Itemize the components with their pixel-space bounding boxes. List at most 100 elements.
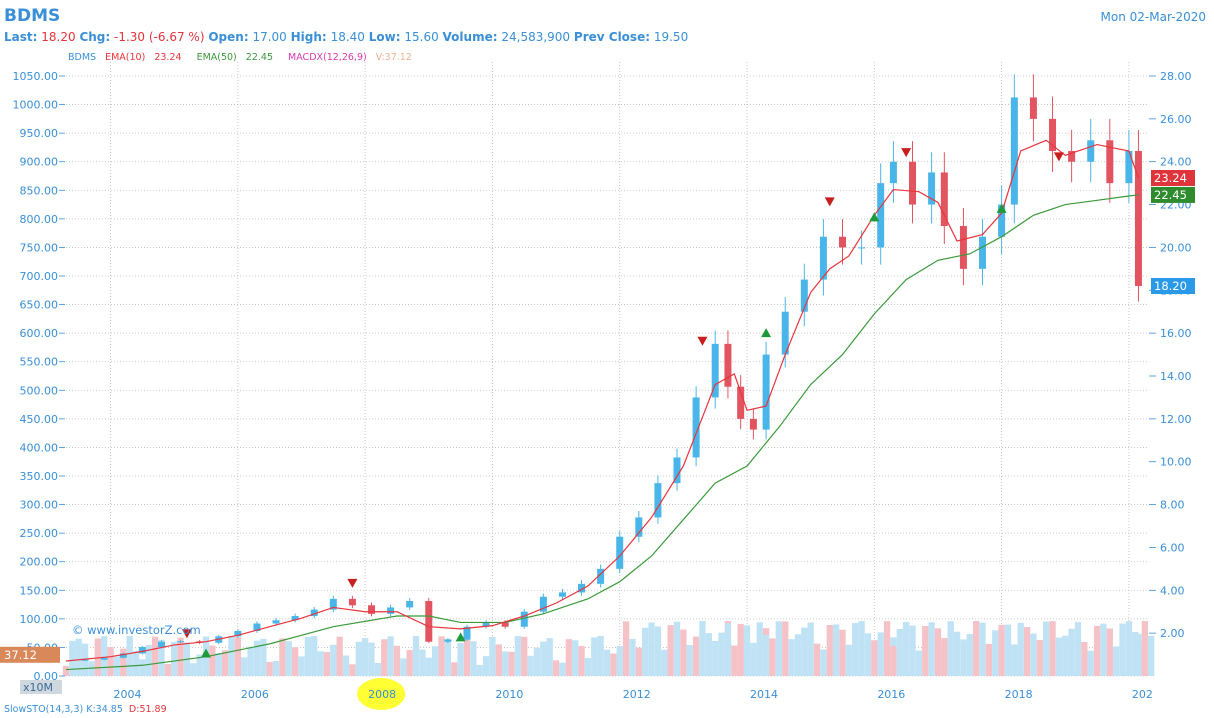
candle	[692, 397, 700, 458]
candle	[959, 226, 967, 269]
volume-bar	[769, 638, 776, 676]
volume-bar	[495, 644, 502, 676]
right-tick-label: 8.00	[1160, 499, 1185, 512]
volume-bar	[120, 648, 127, 676]
candle	[909, 161, 917, 205]
legend-symbol[interactable]: BDMS	[68, 52, 97, 63]
candle	[979, 236, 987, 269]
volume-bar	[616, 646, 623, 676]
volume-bar	[177, 637, 184, 676]
volume-label: Volume:	[442, 30, 498, 44]
ema50-line	[65, 194, 1139, 671]
volume-bar	[686, 644, 693, 676]
volume-bar	[559, 662, 566, 676]
volume-bar	[1017, 622, 1024, 676]
volume-bar	[852, 622, 859, 676]
left-tick-label: 150.00	[20, 584, 59, 597]
x-tick-label: 2012	[623, 688, 651, 701]
candle	[877, 183, 885, 248]
volume-bar	[985, 643, 993, 676]
candle	[177, 641, 185, 643]
volume-bar	[75, 638, 82, 676]
volume-bar	[712, 641, 719, 676]
right-tick-label: 4.00	[1160, 584, 1185, 597]
volume-bar	[782, 621, 789, 676]
volume-bar	[1087, 650, 1094, 676]
candle	[998, 204, 1006, 237]
right-tick-label: 28.00	[1160, 70, 1192, 83]
candle	[253, 623, 261, 631]
volume-bar	[355, 641, 362, 676]
chg-value: -1.30 (-6.67 %)	[114, 30, 205, 44]
volume-bar	[718, 632, 725, 676]
candle	[81, 659, 89, 661]
volume-bar	[813, 643, 821, 676]
legend-macd[interactable]: MACDX(12,26,9)	[288, 52, 367, 63]
volume-bar	[794, 634, 802, 676]
volume-bar	[622, 621, 630, 676]
right-tick-label: 12.00	[1160, 413, 1192, 426]
volume-bar	[145, 645, 152, 676]
volume-bar	[979, 622, 986, 676]
volume-bar	[69, 640, 76, 676]
volume-bar	[228, 636, 235, 676]
volume-bar	[896, 628, 903, 676]
volume-bar	[381, 639, 388, 676]
signal-down	[824, 197, 835, 207]
last-value: 18.20	[41, 30, 76, 44]
candle	[858, 247, 866, 249]
right-tick-label: 10.00	[1160, 456, 1192, 469]
volume-bar	[1100, 623, 1107, 676]
volume-bar	[101, 636, 108, 676]
volume-bar	[928, 622, 935, 676]
volume-bar	[412, 636, 420, 676]
candle	[368, 605, 376, 614]
volume-bar	[463, 638, 471, 676]
legend-ema10[interactable]: EMA(10)	[105, 52, 146, 63]
volume-bar	[661, 649, 668, 676]
candle	[406, 601, 414, 608]
candles	[81, 74, 1142, 662]
right-tick-label: 20.00	[1160, 241, 1192, 254]
volume-scale: x10M	[23, 681, 53, 694]
volume-bar	[323, 652, 331, 676]
volume-bar	[514, 636, 522, 676]
slowsto-readout: SlowSTO(14,3,3) K:34.85 D:51.89	[4, 704, 167, 715]
volume-marker-bg	[0, 646, 60, 663]
volume-bar	[934, 628, 942, 676]
volume-bar	[419, 649, 426, 676]
volume-value: 24,583,900	[501, 30, 571, 44]
candle	[940, 172, 948, 226]
volume-bar	[737, 624, 744, 676]
volume-bar	[171, 641, 178, 676]
volume-bar	[336, 636, 343, 676]
volume-bar	[699, 621, 706, 676]
volume-bar	[1141, 621, 1148, 676]
left-tick-label: 550.00	[20, 356, 59, 369]
volume-bar	[960, 639, 967, 676]
volume-bar	[431, 646, 439, 676]
x-tick-label: 2014	[750, 688, 778, 701]
volume-bar	[826, 624, 833, 676]
candle	[291, 616, 299, 621]
volume-bar	[508, 651, 515, 676]
left-tick-label: 750.00	[20, 241, 59, 254]
signal-down	[1053, 152, 1064, 162]
volume-bar	[572, 640, 579, 676]
volume-bar	[565, 639, 572, 676]
volume-bar	[151, 636, 159, 676]
volume-bar	[972, 621, 980, 676]
left-axis: 0.0050.00100.00150.00200.00250.00300.003…	[13, 70, 65, 683]
last-label: Last:	[4, 30, 38, 44]
volume-bar	[762, 634, 770, 676]
left-tick-label: 850.00	[20, 184, 59, 197]
legend-ema50[interactable]: EMA(50)	[196, 52, 237, 63]
open-label: Open:	[208, 30, 249, 44]
symbol-title: BDMS	[4, 6, 61, 26]
x-tick-label: 2006	[241, 688, 269, 701]
candle	[781, 311, 789, 355]
volume-bar	[374, 662, 382, 676]
volume-bar	[877, 632, 884, 676]
volume-bar	[209, 645, 216, 676]
